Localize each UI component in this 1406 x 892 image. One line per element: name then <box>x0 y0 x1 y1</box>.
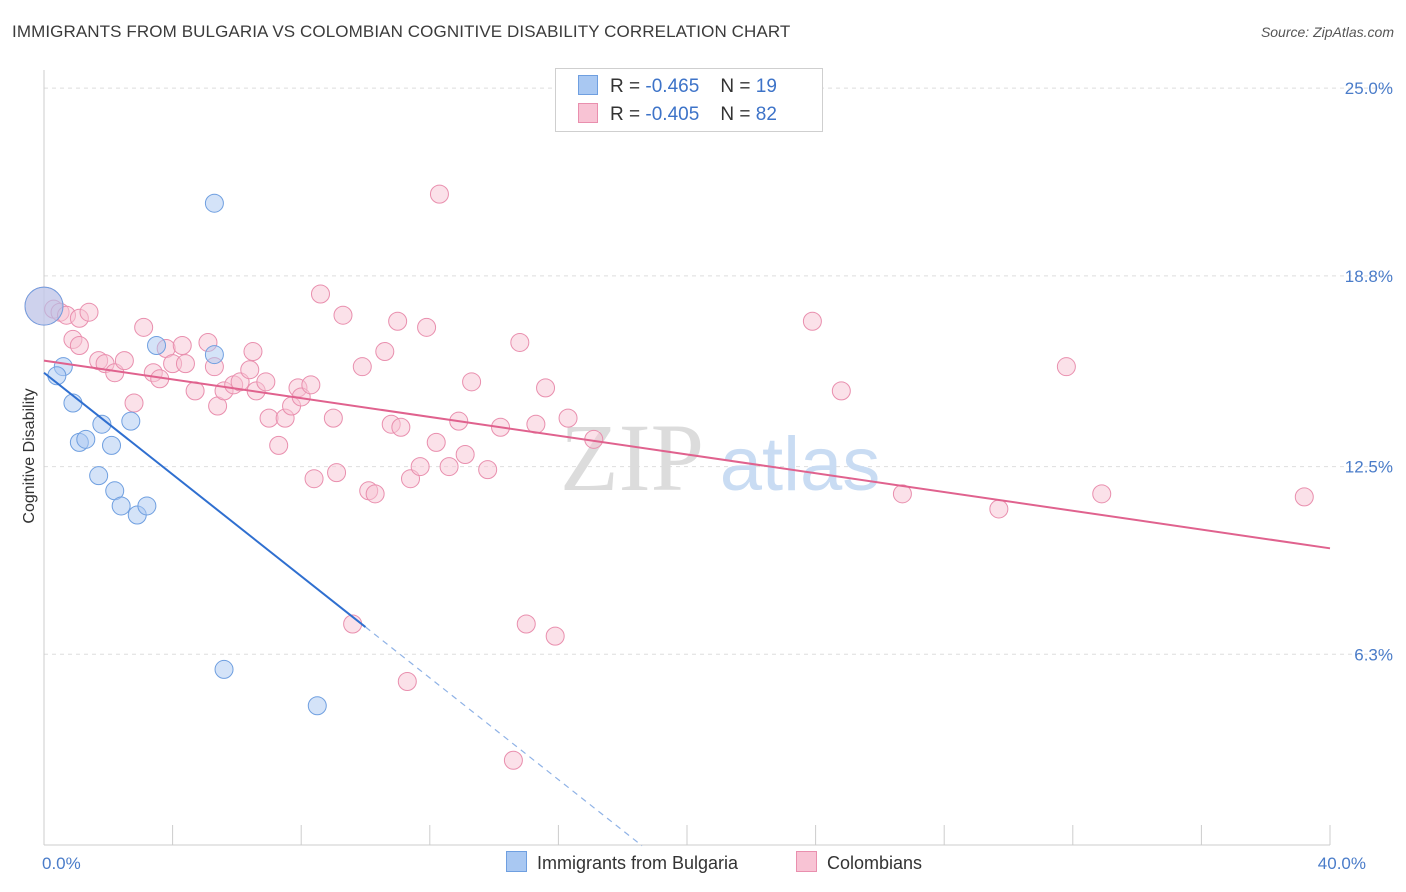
point-colombians <box>333 305 353 325</box>
point-colombians <box>462 372 482 392</box>
legend-label-bulgaria: Immigrants from Bulgaria <box>537 853 739 873</box>
legend-r-value: -0.405 <box>645 104 700 125</box>
axes <box>43 70 1331 846</box>
point-bulgaria <box>204 345 224 365</box>
legend-n-value: 19 <box>755 76 777 97</box>
point-colombians <box>256 372 276 392</box>
trend-extension-bulgaria <box>365 626 643 847</box>
point-bulgaria <box>204 193 224 213</box>
point-colombians <box>478 460 498 480</box>
point-colombians <box>439 457 459 477</box>
legend-r-label: R = <box>610 76 641 97</box>
legend-n-label: N = <box>720 76 751 97</box>
y-tick-label: 6.3% <box>1354 645 1393 664</box>
legend-swatch-colombians <box>796 851 817 872</box>
legend-r-value: -0.465 <box>645 76 700 97</box>
point-colombians <box>352 357 372 377</box>
point-bulgaria <box>89 466 109 486</box>
point-colombians <box>375 342 395 362</box>
legend-item-colombians: Colombians <box>796 851 922 874</box>
point-colombians <box>391 417 411 437</box>
point-colombians <box>175 354 195 374</box>
point-bulgaria <box>214 659 234 679</box>
point-colombians <box>327 463 347 483</box>
point-colombians <box>455 444 475 464</box>
point-colombians <box>269 435 289 455</box>
source-label: Source: ZipAtlas.com <box>1260 24 1394 40</box>
point-colombians <box>545 626 565 646</box>
point-colombians <box>1056 357 1076 377</box>
trend-line-bulgaria <box>43 371 367 628</box>
point-colombians <box>989 499 1009 519</box>
legend-swatch-bulgaria <box>578 75 598 95</box>
point-colombians <box>503 750 523 770</box>
point-colombians <box>426 432 446 452</box>
point-colombians <box>536 378 556 398</box>
trend-lines <box>43 359 1331 847</box>
point-bulgaria <box>111 496 131 516</box>
point-colombians <box>892 484 912 504</box>
legend-row-bulgaria: R = -0.465 N = 19 <box>578 75 777 99</box>
point-bulgaria <box>24 286 64 326</box>
x-tick-label: 40.0% <box>1318 854 1366 873</box>
point-colombians <box>240 360 260 380</box>
point-colombians <box>558 408 578 428</box>
legend-n-label: N = <box>720 104 751 125</box>
point-colombians <box>124 393 144 413</box>
point-bulgaria <box>147 335 167 355</box>
point-colombians <box>410 457 430 477</box>
point-colombians <box>304 469 324 489</box>
point-bulgaria <box>121 411 141 431</box>
point-bulgaria <box>102 435 122 455</box>
point-colombians <box>259 408 279 428</box>
legend-r-label: R = <box>610 104 641 125</box>
watermark: ZIP atlas <box>560 404 880 511</box>
points-bulgaria <box>24 193 327 716</box>
y-axis-label: Cognitive Disability <box>21 388 38 523</box>
point-colombians <box>510 332 530 352</box>
point-bulgaria <box>137 496 157 516</box>
point-colombians <box>388 311 408 331</box>
point-colombians <box>417 317 437 337</box>
watermark-atlas: atlas <box>720 422 881 507</box>
y-tick-label: 12.5% <box>1345 458 1393 477</box>
point-colombians <box>802 311 822 331</box>
legend-swatch-bulgaria <box>506 851 527 872</box>
point-colombians <box>310 284 330 304</box>
point-bulgaria <box>307 696 327 716</box>
x-tick-label: 0.0% <box>42 854 81 873</box>
stats-legend: R = -0.465 N = 19 R = -0.405 N = 82 <box>555 68 823 132</box>
y-tick-label: 18.8% <box>1345 267 1393 286</box>
y-tick-label: 25.0% <box>1345 79 1393 98</box>
point-colombians <box>114 351 134 371</box>
point-colombians <box>134 317 154 337</box>
point-colombians <box>323 408 343 428</box>
point-bulgaria <box>76 429 96 449</box>
point-colombians <box>1092 484 1112 504</box>
legend-label-colombians: Colombians <box>827 853 923 873</box>
point-colombians <box>365 484 385 504</box>
legend-swatch-colombians <box>578 103 598 123</box>
watermark-zip: ZIP <box>560 404 704 511</box>
point-colombians <box>516 614 536 634</box>
legend-n-value: 82 <box>755 104 777 125</box>
point-colombians <box>243 342 263 362</box>
point-colombians <box>301 375 321 395</box>
point-colombians <box>831 381 851 401</box>
trend-line-colombians <box>43 359 1331 550</box>
point-bulgaria <box>92 414 112 434</box>
point-colombians <box>172 335 192 355</box>
chart-title: IMMIGRANTS FROM BULGARIA VS COLOMBIAN CO… <box>12 22 791 41</box>
tick-labels: 6.3% 12.5% 18.8% 25.0% 0.0% 40.0% <box>42 79 1393 873</box>
point-colombians <box>79 302 99 322</box>
point-colombians <box>429 184 449 204</box>
gridlines <box>44 87 1392 655</box>
point-colombians <box>1294 487 1314 507</box>
point-colombians <box>69 335 89 355</box>
point-colombians <box>397 672 417 692</box>
legend-row-colombians: R = -0.405 N = 82 <box>578 103 777 127</box>
legend-item-bulgaria: Immigrants from Bulgaria <box>506 851 738 874</box>
